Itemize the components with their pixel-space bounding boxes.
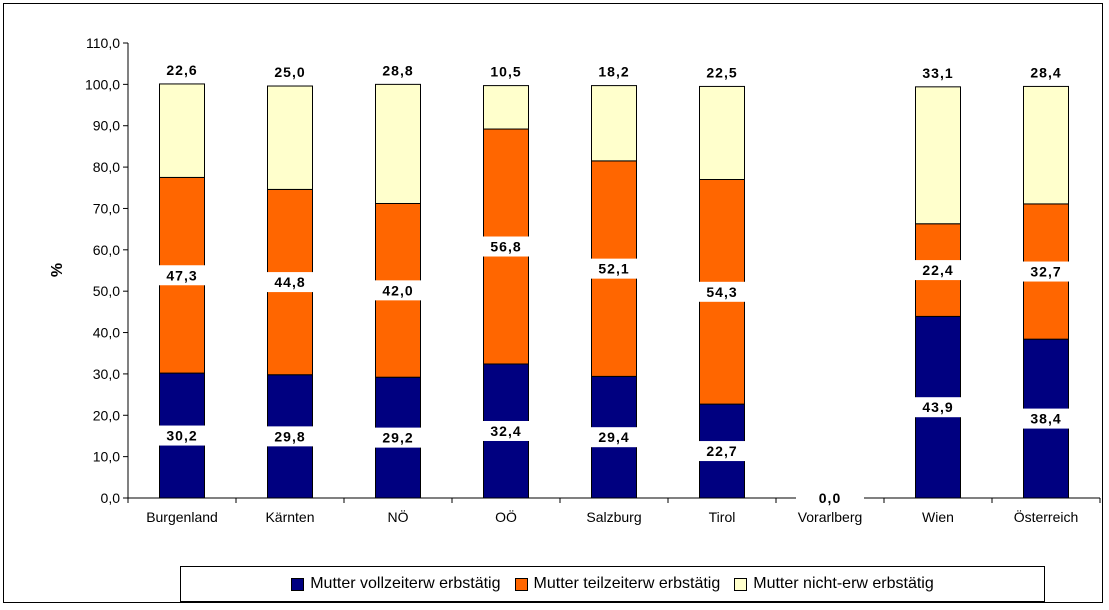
y-tick-label: 30,0 <box>93 366 120 382</box>
data-label: 25,0 <box>274 64 305 80</box>
data-label: 42,0 <box>382 282 413 298</box>
bar-segment <box>159 83 205 178</box>
data-label: 38,4 <box>1030 411 1061 427</box>
legend-label-vollzeit: Mutter vollzeiterw erbstätig <box>310 575 501 592</box>
data-label: 33,1 <box>922 65 953 81</box>
y-tick-label: 0,0 <box>101 490 121 506</box>
data-label: 22,7 <box>706 443 737 459</box>
data-label-bg <box>472 420 540 441</box>
y-tick-label: 70,0 <box>93 200 120 216</box>
legend-item-nicht-erw: Mutter nicht-erw erbstätig <box>734 575 934 593</box>
data-label: 32,4 <box>490 423 521 439</box>
legend-label-teilzeit: Mutter teilzeiterw erbstätig <box>533 575 721 592</box>
data-label-bg <box>1012 408 1080 429</box>
data-label-bg <box>580 427 648 448</box>
data-label: 29,8 <box>274 428 305 444</box>
data-label: 29,4 <box>598 429 629 445</box>
y-tick-label: 90,0 <box>93 118 120 134</box>
x-category-label: Burgenland <box>146 509 218 525</box>
data-label: 56,8 <box>490 239 521 255</box>
data-label-bg <box>904 397 972 418</box>
y-tick-label: 50,0 <box>93 283 120 299</box>
bar-segment <box>483 85 529 130</box>
y-tick-label: 60,0 <box>93 242 120 258</box>
x-category-label: Kärnten <box>265 509 314 525</box>
x-category-label: Wien <box>922 509 954 525</box>
legend-swatch-teilzeit <box>514 577 528 591</box>
data-label-bg <box>472 236 540 257</box>
legend-swatch-nicht-erw <box>734 577 748 591</box>
x-category-label: OÖ <box>495 508 517 525</box>
bar-segment <box>267 85 313 190</box>
data-label-bg <box>256 426 324 447</box>
data-label: 44,8 <box>274 274 305 290</box>
legend-item-teilzeit: Mutter teilzeiterw erbstätig <box>514 575 721 593</box>
data-label: 22,5 <box>706 64 737 80</box>
data-label: 32,7 <box>1030 264 1061 280</box>
y-tick-label: 20,0 <box>93 407 120 423</box>
y-tick-label: 80,0 <box>93 159 120 175</box>
data-label: 0,0 <box>819 490 841 506</box>
bar-segment <box>591 85 637 162</box>
bar-segment <box>699 85 745 180</box>
data-label-bg <box>364 280 432 301</box>
bar-segment <box>915 86 961 225</box>
data-label-bg <box>796 488 864 508</box>
data-label-bg <box>688 441 756 462</box>
legend-label-nicht-erw: Mutter nicht-erw erbstätig <box>753 575 934 592</box>
data-label-bg <box>256 272 324 293</box>
legend-item-vollzeit: Mutter vollzeiterw erbstätig <box>291 575 501 593</box>
data-label-bg <box>1012 261 1080 282</box>
data-label-bg <box>364 427 432 448</box>
data-label: 43,9 <box>922 399 953 415</box>
data-label-bg <box>148 265 216 286</box>
y-tick-label: 100,0 <box>85 76 120 92</box>
data-label-bg <box>904 260 972 281</box>
data-label-bg <box>148 425 216 446</box>
y-tick-label: 110,0 <box>86 35 120 51</box>
x-category-label: Salzburg <box>586 509 641 525</box>
data-label: 22,6 <box>166 62 197 78</box>
data-label: 22,4 <box>922 262 953 278</box>
data-label: 54,3 <box>706 284 737 300</box>
data-label: 28,8 <box>382 62 413 78</box>
data-label: 47,3 <box>166 267 197 283</box>
data-label: 28,4 <box>1030 64 1061 80</box>
legend: Mutter vollzeiterw erbstätig Mutter teil… <box>180 566 1045 602</box>
y-tick-label: 40,0 <box>93 325 120 341</box>
x-category-label: Vorarlberg <box>798 509 863 525</box>
x-category-label: NÖ <box>388 508 409 525</box>
y-tick-label: 10,0 <box>93 449 120 465</box>
data-label: 10,5 <box>490 64 521 80</box>
data-label-bg <box>688 281 756 302</box>
data-label: 30,2 <box>166 428 197 444</box>
data-label-bg <box>580 258 648 279</box>
data-label: 52,1 <box>598 261 629 277</box>
legend-swatch-vollzeit <box>291 577 305 591</box>
x-category-label: Österreich <box>1014 508 1079 525</box>
y-axis-label: % <box>49 263 66 277</box>
x-category-label: Tirol <box>709 509 736 525</box>
data-label: 18,2 <box>598 64 629 80</box>
bar-segment <box>375 83 421 204</box>
data-label: 29,2 <box>382 430 413 446</box>
bar-segment <box>1023 85 1069 205</box>
